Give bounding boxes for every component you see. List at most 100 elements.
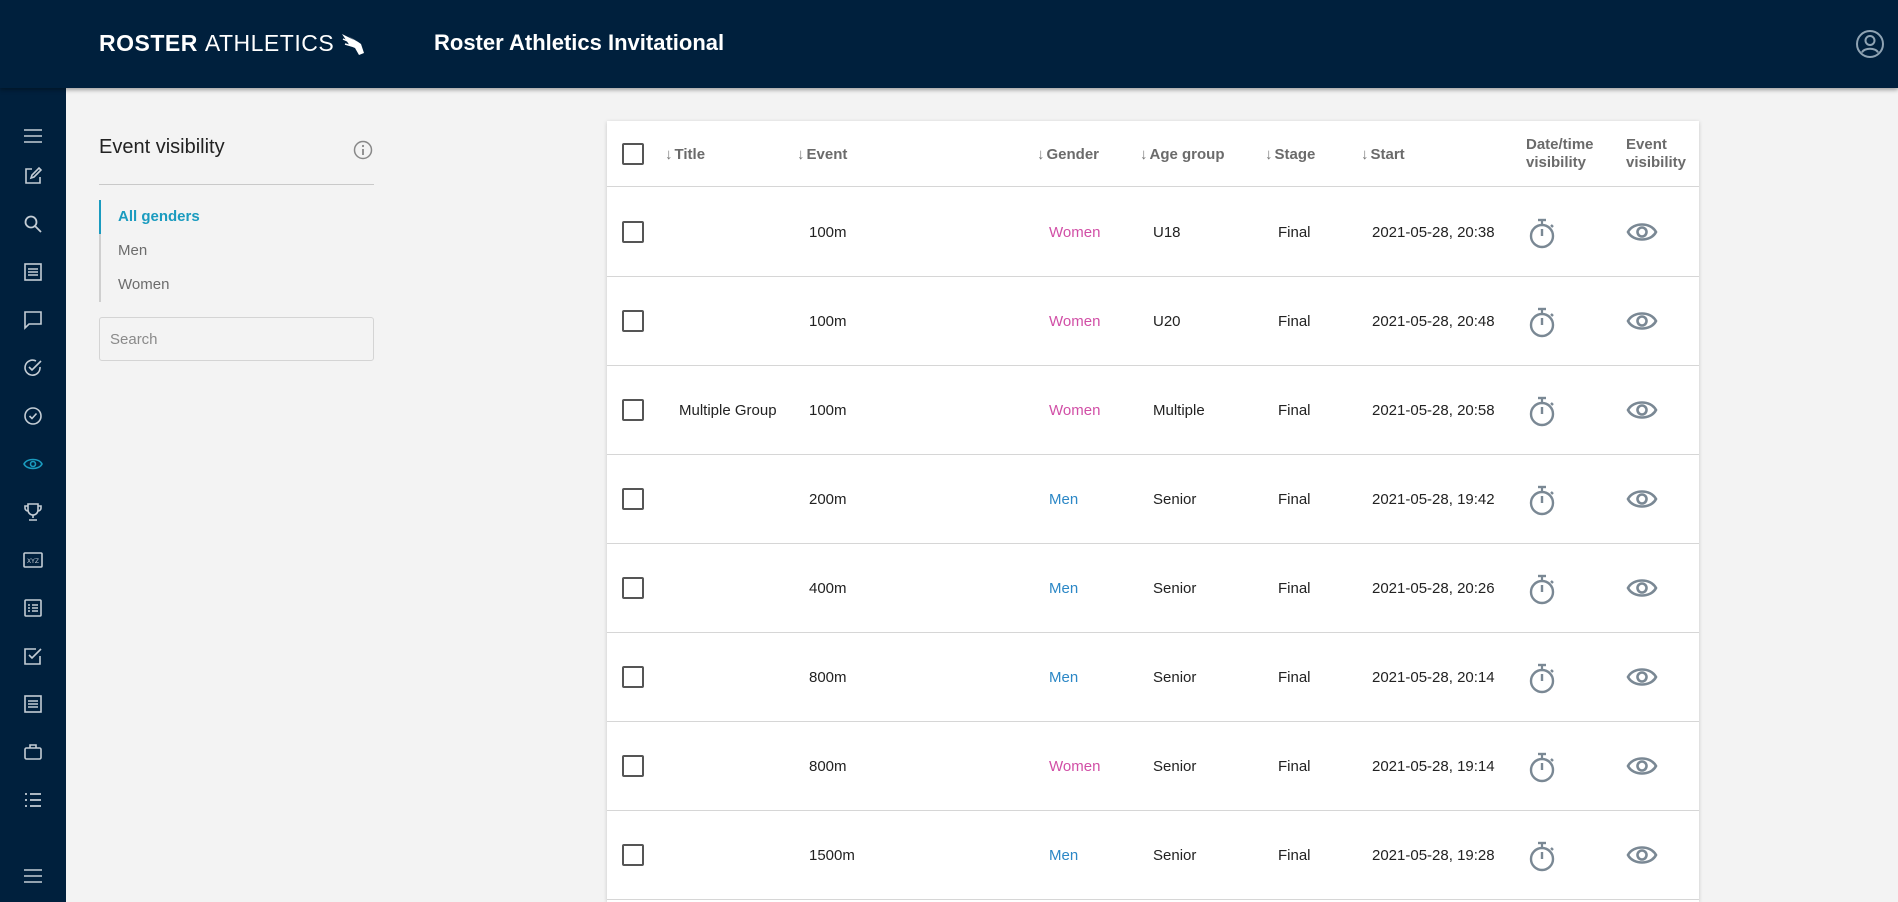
datetime-visibility-toggle[interactable] [1528,396,1556,433]
sidebar-item-documents[interactable] [21,692,45,716]
table-row: 100m Women U18 Final 2021-05-28, 20:38 [607,188,1699,277]
logo[interactable]: ROSTER ATHLETICS [99,30,370,57]
sidebar-item-start-lists[interactable] [21,596,45,620]
cell-event: 1500m [809,847,855,864]
sidebar-item-bullet-list[interactable] [21,788,45,812]
winged-shoe-icon [342,33,365,55]
datetime-visibility-toggle[interactable] [1528,574,1556,611]
datetime-visibility-toggle[interactable] [1528,841,1556,878]
cell-event: 400m [809,580,847,597]
sidebar-item-briefcase[interactable] [21,740,45,764]
cell-age-group: U20 [1153,313,1181,330]
sidebar-item-checkin[interactable] [21,404,45,428]
event-visibility-toggle[interactable] [1626,844,1658,871]
datetime-visibility-toggle[interactable] [1528,752,1556,789]
cell-start: 2021-05-28, 20:38 [1372,224,1495,241]
gender-filter-women[interactable]: Women [118,276,170,293]
row-checkbox[interactable] [622,844,644,866]
sidebar-item-tasks[interactable] [21,644,45,668]
stopwatch-icon [1529,574,1555,605]
table-row: 200m Men Senior Final 2021-05-28, 19:42 [607,455,1699,544]
cell-stage: Final [1278,402,1311,419]
cell-gender: Women [1049,224,1101,241]
sidebar-item-search[interactable] [21,212,45,236]
column-header-title[interactable]: ↓ Title [665,121,705,187]
column-datetime-label-line1: Date/time [1526,136,1594,153]
stopwatch-icon [1529,752,1555,783]
sidebar-item-xyz[interactable]: XYZ [21,548,45,572]
gender-filter-men[interactable]: Men [118,242,148,259]
cell-gender: Women [1049,758,1101,775]
sidebar-item-menu[interactable] [21,124,45,148]
sort-arrow-icon: ↓ [1361,145,1369,163]
events-table: ↓ Title ↓ Event ↓ Gender ↓ Age group ↓ Stage … [607,121,1699,902]
event-visibility-toggle[interactable] [1626,221,1658,248]
xyz-icon: XYZ [23,552,43,568]
sidebar-item-messages[interactable] [21,308,45,332]
stopwatch-icon [1529,307,1555,338]
eye-icon [23,458,43,470]
sidebar-item-awards[interactable] [21,500,45,524]
info-button[interactable] [352,139,374,161]
checkbox-icon [24,648,42,665]
event-visibility-toggle[interactable] [1626,666,1658,693]
column-event-label: Event [806,145,848,163]
sidebar-item-visibility[interactable] [21,452,45,476]
sidebar-item-edit[interactable] [21,164,45,188]
cell-age-group: Senior [1153,491,1197,508]
datetime-visibility-toggle[interactable] [1528,663,1556,700]
column-header-event[interactable]: ↓ Event [797,121,847,187]
gender-filter-all[interactable]: All genders [118,208,200,225]
column-datetime-label-line2: visibility [1526,154,1587,171]
datetime-visibility-toggle[interactable] [1528,485,1556,522]
datetime-visibility-toggle[interactable] [1528,218,1556,255]
sidebar-item-list[interactable] [21,260,45,284]
column-header-gender[interactable]: ↓ Gender [1037,121,1099,187]
user-account-button[interactable] [1854,28,1886,60]
row-checkbox[interactable] [622,221,644,243]
cell-age-group: Multiple [1153,402,1205,419]
event-visibility-toggle[interactable] [1626,755,1658,782]
row-checkbox[interactable] [622,488,644,510]
eye-icon [1626,668,1658,686]
datetime-visibility-toggle[interactable] [1528,307,1556,344]
panel-title: Event visibility [99,136,225,158]
sort-arrow-icon: ↓ [1037,145,1045,163]
column-title-label: Title [674,145,706,163]
event-visibility-toggle[interactable] [1626,577,1658,604]
event-visibility-toggle[interactable] [1626,310,1658,337]
event-visibility-toggle[interactable] [1626,399,1658,426]
cell-gender: Women [1049,402,1101,419]
cell-age-group: U18 [1153,224,1181,241]
menu-bottom-icon [24,869,42,883]
cell-stage: Final [1278,313,1311,330]
row-checkbox[interactable] [622,310,644,332]
cell-age-group: Senior [1153,669,1197,686]
column-header-age-group[interactable]: ↓ Age group [1140,121,1225,187]
sidebar-item-results[interactable] [21,356,45,380]
sort-arrow-icon: ↓ [1265,145,1273,163]
column-header-start[interactable]: ↓ Start [1361,121,1405,187]
document-icon [24,695,42,713]
menu-icon [24,129,42,143]
row-checkbox[interactable] [622,577,644,599]
row-checkbox[interactable] [622,399,644,421]
cell-age-group: Senior [1153,847,1197,864]
row-checkbox[interactable] [622,666,644,688]
row-checkbox[interactable] [622,755,644,777]
stopwatch-icon [1529,485,1555,516]
stopwatch-icon [1529,663,1555,694]
column-event-visibility-label-line1: Event [1626,136,1667,153]
cell-gender: Men [1049,491,1079,508]
search-input[interactable] [99,317,374,361]
select-all-checkbox[interactable] [622,143,644,165]
sort-arrow-icon: ↓ [797,145,805,163]
document-list-icon [24,599,42,617]
event-visibility-toggle[interactable] [1626,488,1658,515]
eye-icon [1626,757,1658,775]
table-row: 800m Men Senior Final 2021-05-28, 20:14 [607,633,1699,722]
panel-divider [99,184,374,185]
column-header-stage[interactable]: ↓ Stage [1265,121,1315,187]
sidebar-item-collapse[interactable] [21,864,45,888]
list-icon [24,263,42,281]
